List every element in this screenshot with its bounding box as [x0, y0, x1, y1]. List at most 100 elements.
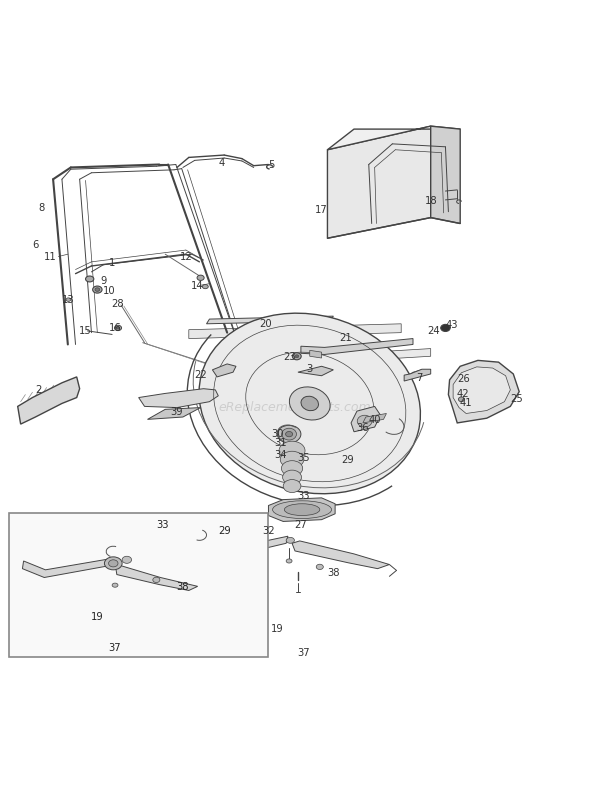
Ellipse shape	[153, 577, 160, 583]
Text: 26: 26	[457, 374, 470, 383]
Text: 14: 14	[191, 281, 204, 291]
Ellipse shape	[116, 327, 120, 330]
Ellipse shape	[86, 277, 94, 282]
Ellipse shape	[286, 432, 293, 437]
Bar	[9, 513, 268, 658]
Text: 30: 30	[271, 428, 284, 439]
Text: 29: 29	[218, 525, 231, 536]
Polygon shape	[327, 127, 431, 239]
Text: 31: 31	[274, 437, 287, 448]
Text: 11: 11	[44, 252, 57, 261]
Ellipse shape	[283, 480, 301, 493]
Polygon shape	[363, 414, 386, 423]
Ellipse shape	[357, 415, 372, 427]
Text: 21: 21	[339, 333, 352, 343]
Text: 25: 25	[510, 393, 523, 403]
Text: 9: 9	[100, 275, 106, 286]
Text: 8: 8	[38, 203, 44, 213]
Polygon shape	[148, 408, 201, 420]
Ellipse shape	[292, 353, 301, 360]
Ellipse shape	[286, 537, 294, 544]
Ellipse shape	[289, 387, 330, 420]
Polygon shape	[139, 389, 218, 408]
Ellipse shape	[93, 286, 102, 294]
Text: 22: 22	[194, 370, 207, 379]
Text: 29: 29	[342, 455, 355, 465]
Ellipse shape	[66, 298, 71, 302]
Ellipse shape	[122, 557, 132, 564]
Text: 27: 27	[294, 520, 307, 530]
Text: 6: 6	[32, 240, 38, 250]
Polygon shape	[22, 559, 111, 577]
Ellipse shape	[260, 525, 268, 531]
Text: 28: 28	[112, 299, 124, 309]
Text: 18: 18	[424, 196, 437, 205]
Text: 7: 7	[416, 372, 422, 383]
Polygon shape	[327, 127, 460, 151]
Ellipse shape	[95, 289, 100, 292]
Text: 5: 5	[268, 160, 274, 170]
Polygon shape	[283, 349, 431, 366]
Text: 12: 12	[179, 252, 192, 261]
Text: 16: 16	[109, 322, 122, 332]
Ellipse shape	[202, 286, 208, 290]
Polygon shape	[301, 339, 413, 355]
Text: 40: 40	[368, 415, 381, 425]
Ellipse shape	[197, 276, 204, 281]
Ellipse shape	[114, 326, 122, 331]
Ellipse shape	[441, 325, 450, 332]
Ellipse shape	[273, 501, 332, 519]
Polygon shape	[404, 370, 431, 382]
Ellipse shape	[294, 355, 299, 358]
Text: 15: 15	[79, 326, 92, 335]
Ellipse shape	[284, 504, 320, 516]
Text: 36: 36	[356, 423, 369, 432]
Text: 23: 23	[283, 352, 296, 362]
Text: 35: 35	[297, 452, 310, 462]
Ellipse shape	[199, 314, 421, 494]
Ellipse shape	[277, 426, 301, 444]
Ellipse shape	[279, 442, 305, 460]
Text: 38: 38	[327, 567, 340, 577]
Text: 43: 43	[445, 319, 458, 330]
Polygon shape	[351, 407, 381, 432]
Polygon shape	[212, 537, 288, 556]
Polygon shape	[206, 317, 333, 324]
Text: 33: 33	[156, 520, 169, 530]
Ellipse shape	[286, 559, 292, 563]
Ellipse shape	[104, 557, 122, 570]
Ellipse shape	[280, 452, 304, 468]
Ellipse shape	[283, 471, 301, 484]
Polygon shape	[18, 378, 80, 424]
Text: 4: 4	[218, 157, 224, 168]
Polygon shape	[448, 361, 519, 423]
Text: 34: 34	[274, 449, 287, 459]
Polygon shape	[189, 324, 401, 339]
Polygon shape	[292, 541, 389, 569]
Ellipse shape	[281, 461, 303, 476]
Text: 20: 20	[259, 318, 272, 328]
Polygon shape	[310, 351, 322, 358]
Text: 39: 39	[171, 406, 183, 416]
Ellipse shape	[112, 583, 118, 588]
Text: 19: 19	[91, 611, 104, 621]
Ellipse shape	[458, 398, 464, 402]
Polygon shape	[298, 367, 333, 376]
Text: 13: 13	[61, 294, 74, 305]
Text: 2: 2	[35, 384, 41, 395]
Text: 10: 10	[103, 286, 116, 295]
Text: eReplacementParts.com: eReplacementParts.com	[219, 400, 371, 413]
Text: 33: 33	[297, 490, 310, 500]
Ellipse shape	[282, 429, 297, 440]
Text: 37: 37	[109, 642, 122, 652]
Text: 32: 32	[262, 525, 275, 536]
Polygon shape	[116, 566, 198, 591]
Text: 3: 3	[307, 363, 313, 374]
Polygon shape	[212, 364, 236, 378]
Text: 19: 19	[271, 623, 284, 633]
Text: 42: 42	[457, 388, 470, 399]
Polygon shape	[431, 127, 460, 225]
Text: 1: 1	[109, 257, 115, 268]
Polygon shape	[268, 498, 335, 522]
Text: 41: 41	[460, 397, 473, 407]
